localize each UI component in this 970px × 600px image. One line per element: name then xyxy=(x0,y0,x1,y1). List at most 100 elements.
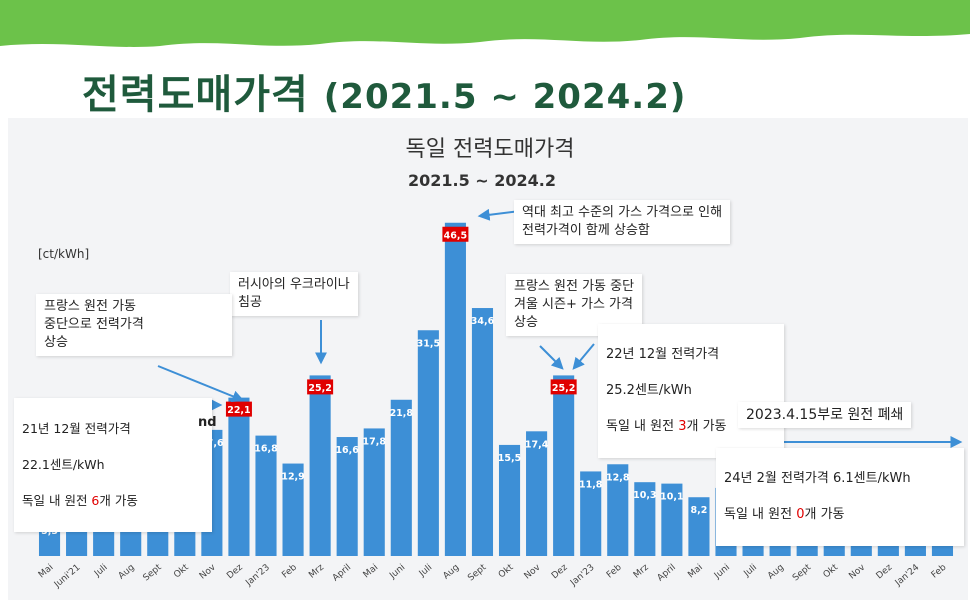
x-tick-label-28: Sept xyxy=(791,562,813,583)
arrow-france-outage xyxy=(157,365,245,402)
x-tick-label-19: Dez xyxy=(550,562,570,581)
bar-22 xyxy=(634,482,656,556)
page-title: 전력도매가격 (2021.5 ~ 2024.2) xyxy=(82,62,686,120)
value-label-17: 15,5 xyxy=(498,453,521,464)
bar-11 xyxy=(336,437,358,556)
annotation-dec21: 21년 12월 전력가격 22.1센트/kWh 독일 내 원전 6개 가동 xyxy=(14,398,212,532)
bar-12 xyxy=(363,428,385,556)
value-label-23: 10,1 xyxy=(660,492,683,503)
x-tick-label-21: Feb xyxy=(605,562,624,580)
chart-panel: 독일 전력도매가격 2021.5 ~ 2024.2 [ct/kWh] 5,37,… xyxy=(8,118,968,600)
annotation-france-outage: 프랑스 원전 가동 중단으로 전력가격 상승 xyxy=(36,294,232,356)
dec21-line3-pre: 독일 내 원전 xyxy=(22,493,92,508)
x-tick-label-5: Okt xyxy=(172,562,191,580)
value-label-19: 25,2 xyxy=(552,383,575,394)
x-tick-label-29: Okt xyxy=(822,562,841,580)
bar-21 xyxy=(607,464,629,556)
x-tick-label-25: Juni xyxy=(712,563,732,582)
value-label-bg-15 xyxy=(442,226,469,242)
value-label-22: 10,3 xyxy=(633,490,656,501)
value-label-18: 17,4 xyxy=(525,439,549,450)
x-tick-label-30: Nov xyxy=(847,562,867,581)
value-label-7: 22,1 xyxy=(227,405,250,416)
feb24-line2: 독일 내 원전 0개 가동 xyxy=(724,506,956,524)
x-tick-label-32: Jan'24 xyxy=(893,562,922,588)
annotation-fragment: nd xyxy=(198,415,217,430)
dec22-line3: 독일 내 원전 3개 가동 xyxy=(606,418,776,436)
value-label-21: 12,8 xyxy=(606,472,630,483)
value-label-9: 12,9 xyxy=(281,472,304,483)
x-tick-label-6: Nov xyxy=(198,562,218,581)
x-tick-label-24: Mai xyxy=(686,563,705,581)
x-tick-label-27: Aug xyxy=(766,563,786,582)
value-label-15: 46,5 xyxy=(444,230,467,241)
bar-15 xyxy=(444,222,466,556)
y-axis-unit: [ct/kWh] xyxy=(38,247,89,261)
value-label-13: 21,8 xyxy=(390,408,414,419)
value-label-12: 17,8 xyxy=(363,436,387,447)
dec21-line3: 독일 내 원전 6개 가동 xyxy=(22,492,204,510)
x-tick-label-14: Juli xyxy=(417,563,434,580)
x-tick-label-20: Jan'23 xyxy=(568,563,596,589)
dec22-line3-post: 개 가동 xyxy=(686,419,727,434)
green-header-band xyxy=(0,0,970,47)
x-tick-label-12: Mai xyxy=(362,563,381,581)
arrow-france-winter-left xyxy=(539,345,564,370)
x-tick-label-33: Feb xyxy=(930,562,949,580)
feb24-line2-post: 개 가동 xyxy=(804,507,845,522)
bar-20 xyxy=(580,471,602,556)
annotation-russia: 러시아의 우크라이나 침공 xyxy=(230,272,358,316)
page-title-text: 전력도매가격 xyxy=(82,72,309,118)
x-tick-label-8: Jan'23 xyxy=(243,563,271,589)
bar-16 xyxy=(471,308,494,556)
bar-9 xyxy=(282,463,304,556)
chart-subtitle: 2021.5 ~ 2024.2 xyxy=(408,171,556,190)
bar-24 xyxy=(688,497,710,556)
dec22-line2: 25.2센트/kWh xyxy=(606,383,692,398)
value-label-24: 8,2 xyxy=(691,505,708,516)
feb24-line1: 24년 2월 전력가격 6.1센트/kWh xyxy=(724,471,911,486)
bar-8 xyxy=(255,435,277,556)
dec22-line3-pre: 독일 내 원전 xyxy=(606,419,679,434)
annotation-feb24: 24년 2월 전력가격 6.1센트/kWh 독일 내 원전 0개 가동 xyxy=(716,448,964,546)
x-tick-label-26: Juli xyxy=(742,563,759,580)
x-tick-label-0: Mai xyxy=(37,563,56,581)
x-tick-label-31: Dez xyxy=(875,562,895,581)
value-label-bg-19 xyxy=(550,379,577,395)
annotation-gas-peak: 역대 최고 수준의 가스 가격으로 인해 전력가격이 함께 상승함 xyxy=(514,200,731,244)
bar-13 xyxy=(390,399,412,556)
dec21-count: 6 xyxy=(91,493,100,508)
bar-19 xyxy=(553,375,575,556)
value-label-16: 34,6 xyxy=(471,316,495,327)
bar-23 xyxy=(661,483,683,556)
x-tick-label-17: Okt xyxy=(497,562,516,580)
x-tick-label-18: Nov xyxy=(523,562,543,581)
annotation-dec22: 22년 12월 전력가격 25.2센트/kWh 독일 내 원전 3개 가동 xyxy=(598,324,784,458)
bar-17 xyxy=(498,444,521,556)
x-tick-label-11: April xyxy=(331,563,353,584)
bar-18 xyxy=(526,431,548,556)
dec21-line3-post: 개 가동 xyxy=(99,493,138,508)
bar-7 xyxy=(228,397,250,556)
x-tick-label-9: Feb xyxy=(280,562,299,580)
feb24-count: 0 xyxy=(796,507,805,522)
x-tick-label-1: Juni'21 xyxy=(52,563,83,591)
value-label-8: 16,8 xyxy=(254,444,278,455)
x-tick-label-22: Mrz xyxy=(632,562,651,580)
page-title-range: (2021.5 ~ 2024.2) xyxy=(323,77,687,117)
value-label-bg-7 xyxy=(225,401,252,417)
dec22-count: 3 xyxy=(678,419,687,434)
dec21-line1: 21년 12월 전력가격 xyxy=(22,421,131,436)
x-tick-label-15: Aug xyxy=(441,563,461,582)
value-label-bg-10 xyxy=(307,379,334,395)
x-tick-label-2: Juli xyxy=(92,563,109,580)
annotation-france-winter: 프랑스 원전 가동 중단 겨울 시즌+ 가스 가격 상승 xyxy=(506,274,643,336)
x-tick-label-10: Mrz xyxy=(307,562,326,580)
value-label-14: 31,5 xyxy=(417,338,440,349)
x-tick-label-23: April xyxy=(656,563,678,584)
dec21-line2: 22.1센트/kWh xyxy=(22,457,105,472)
chart-title: 독일 전력도매가격 xyxy=(406,137,575,162)
x-tick-label-4: Sept xyxy=(142,562,164,583)
bar-14 xyxy=(417,330,439,556)
annotation-nuclear-exit: 2023.4.15부로 원전 폐쇄 xyxy=(738,402,912,428)
